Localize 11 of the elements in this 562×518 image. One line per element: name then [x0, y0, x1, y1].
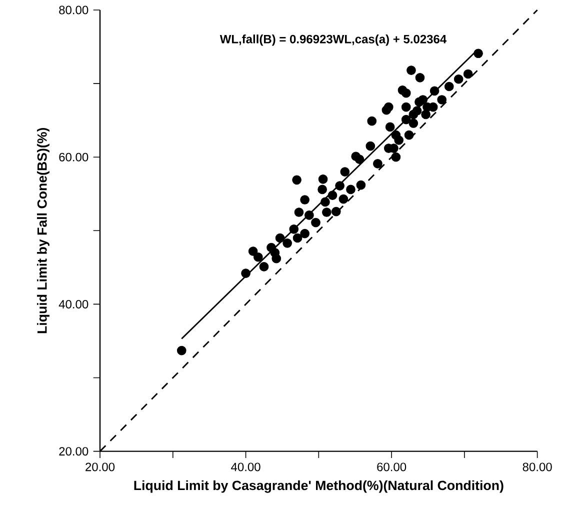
x-tick-label: 80.00	[522, 462, 552, 472]
y-axis-title: Liquid Limit by Fall Cone(BS)(%)	[37, 128, 50, 334]
x-tick-label: 60.00	[377, 462, 406, 472]
y-tick-label: 40.00	[58, 300, 88, 308]
y-tick-label: 60.00	[59, 152, 88, 162]
y-tick-label: 80.00	[59, 6, 88, 14]
x-axis-title: Liquid Limit by Casagrande' Method(%)(Natural Condition)	[134, 480, 504, 493]
x-tick-label: 20.00	[86, 462, 115, 472]
x-tick-label: 40.00	[231, 462, 260, 472]
annotation: WL,fall(B) = 0.96923WL,cas(a) + 5.02364	[220, 34, 447, 46]
y-tick-label: 20.00	[59, 447, 88, 456]
